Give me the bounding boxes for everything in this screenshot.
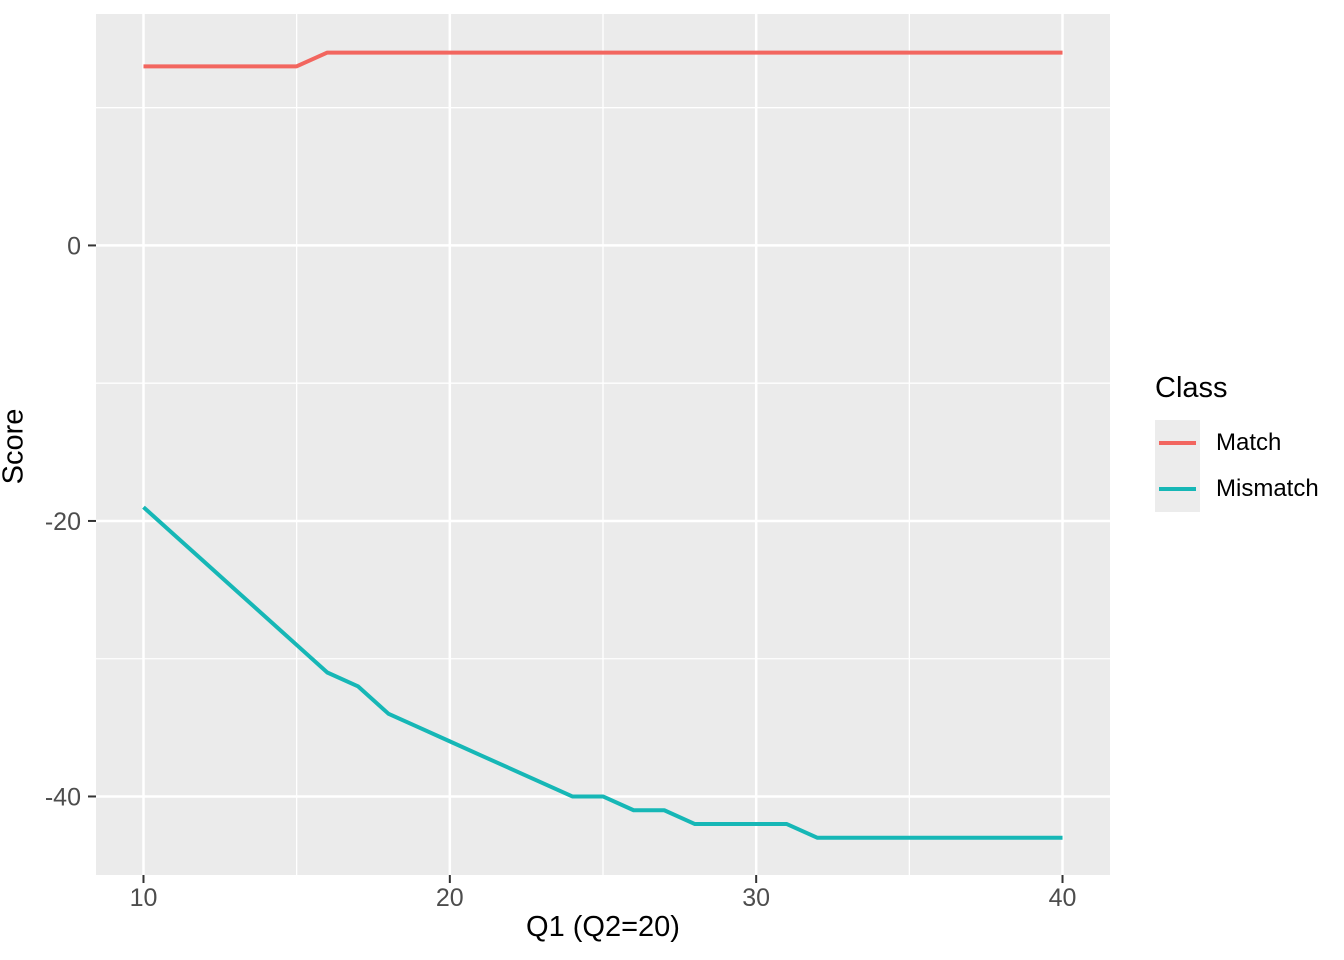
series-line-match <box>143 50 1063 69</box>
match-line-swatch-icon <box>1159 441 1196 445</box>
mismatch-line-swatch-icon <box>1159 487 1196 491</box>
legend-item-mismatch: Mismatch <box>1155 466 1319 512</box>
y-axis-title: Score <box>0 408 30 485</box>
x-tick-label: 20 <box>436 884 464 912</box>
legend-label-match: Match <box>1216 429 1282 456</box>
x-tick-label: 10 <box>130 884 158 912</box>
y-tick-label: -40 <box>45 783 81 811</box>
x-axis-title: Q1 (Q2=20) <box>526 911 680 943</box>
y-tick-label: 0 <box>67 232 81 260</box>
x-tick-label: 30 <box>742 884 770 912</box>
series-line-mismatch <box>142 505 1063 840</box>
legend-item-match: Match <box>1155 420 1319 466</box>
legend-key-box <box>1155 466 1200 512</box>
x-tick-label: 40 <box>1049 884 1077 912</box>
legend: Class Match Mismatch <box>1155 372 1319 512</box>
legend-label-mismatch: Mismatch <box>1216 475 1319 502</box>
y-tick-label: -20 <box>45 508 81 536</box>
legend-title: Class <box>1155 372 1228 404</box>
legend-key-box <box>1155 420 1200 466</box>
